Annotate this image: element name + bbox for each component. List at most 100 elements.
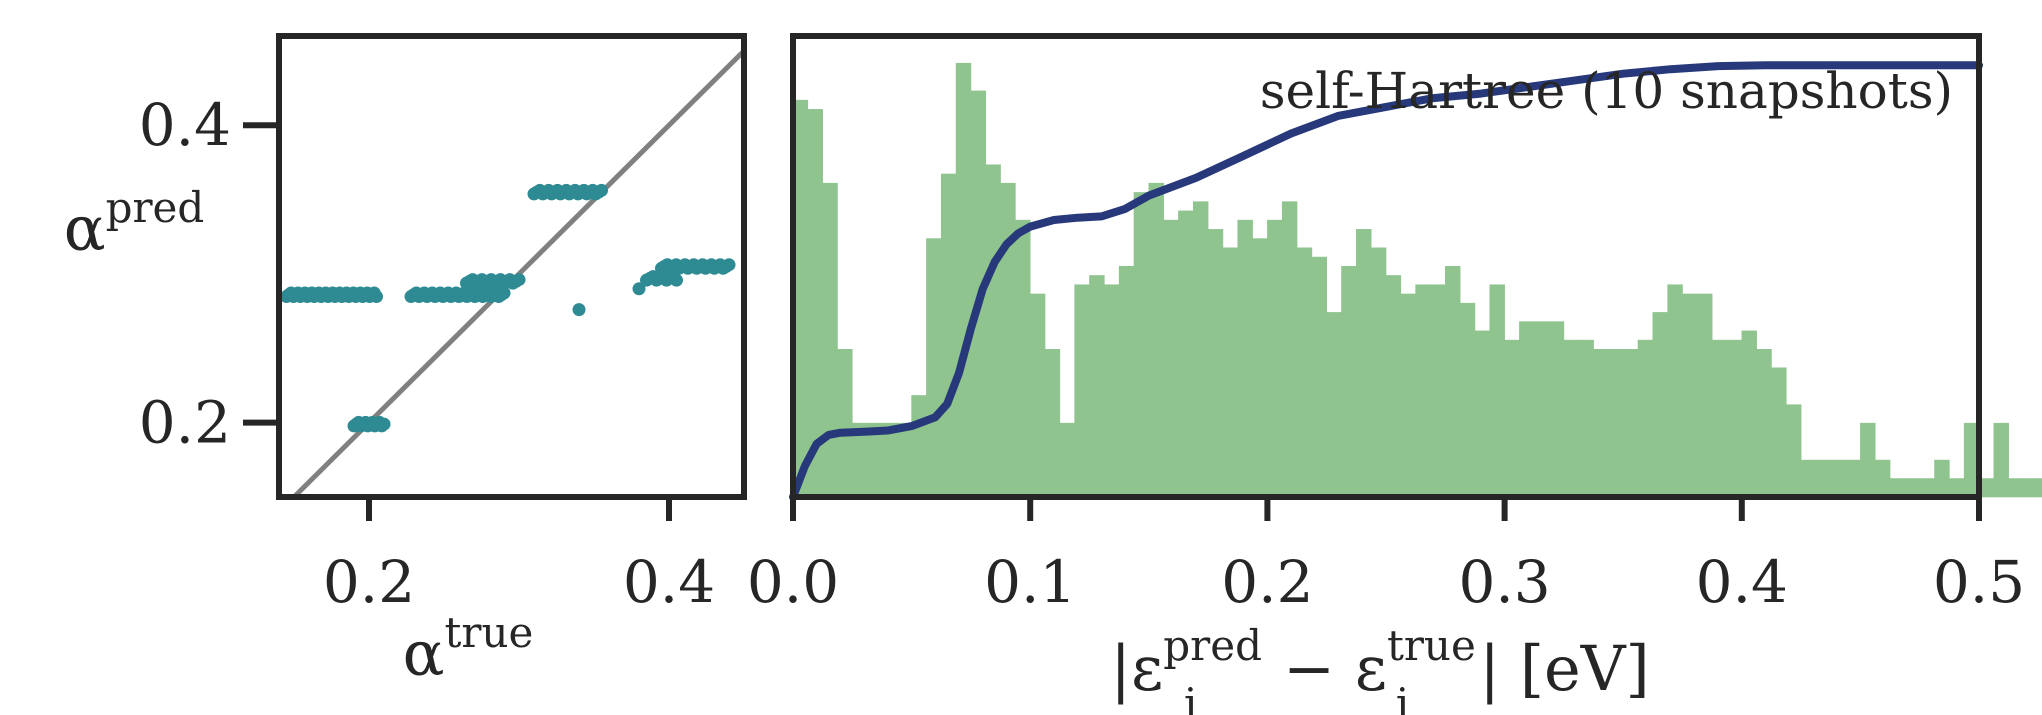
histogram-bar bbox=[1267, 219, 1283, 498]
scatter-frame bbox=[276, 33, 747, 500]
histogram-bar bbox=[911, 395, 927, 498]
histogram-bar bbox=[1237, 219, 1253, 498]
histogram-bar bbox=[1815, 459, 1832, 498]
scatter-y-tick-label: 0.2 bbox=[139, 389, 231, 457]
x-label-sup-2: true bbox=[1387, 621, 1476, 670]
histogram-axes-frame bbox=[790, 33, 1982, 500]
histogram-bar bbox=[1148, 182, 1164, 498]
scatter-point bbox=[595, 183, 608, 197]
scatter-points bbox=[280, 49, 746, 499]
x-label-lead: |ε bbox=[1110, 632, 1163, 705]
scatter-point bbox=[497, 286, 511, 300]
histogram-bar bbox=[955, 62, 972, 498]
histogram-bar bbox=[1074, 284, 1090, 498]
x-label-base: α bbox=[403, 617, 445, 690]
x-label-sub-1: i bbox=[1184, 679, 1197, 715]
histogram-bar bbox=[1385, 275, 1402, 498]
y-label-base: α bbox=[64, 192, 106, 265]
histogram-bar bbox=[1207, 229, 1224, 498]
histogram-bar bbox=[1341, 265, 1357, 498]
histogram-x-tick-label: 0.4 bbox=[1696, 548, 1788, 616]
histogram-bar bbox=[1756, 349, 1772, 498]
scatter-point bbox=[722, 258, 736, 272]
histogram-bar bbox=[1296, 247, 1313, 498]
histogram-bars bbox=[792, 62, 2042, 498]
histogram-bar bbox=[1593, 349, 1609, 498]
histogram-bar bbox=[1697, 293, 1713, 498]
scatter-point bbox=[572, 303, 586, 317]
histogram-bar bbox=[1000, 182, 1016, 498]
y-label-sup: pred bbox=[106, 183, 205, 232]
histogram-bar bbox=[1726, 339, 1743, 498]
histogram-bar bbox=[1400, 293, 1416, 498]
histogram-bar bbox=[1622, 349, 1639, 498]
histogram-bar bbox=[1934, 459, 1950, 498]
histogram-bar bbox=[1860, 422, 1876, 498]
histogram-bar bbox=[926, 238, 942, 498]
histogram-bar bbox=[1578, 339, 1594, 498]
scatter-x-tick-label: 0.2 bbox=[323, 548, 415, 616]
histogram-bar bbox=[1785, 404, 1802, 498]
histogram-bar bbox=[1608, 349, 1624, 498]
histogram-bar bbox=[1489, 284, 1505, 498]
scatter-point bbox=[512, 273, 526, 287]
histogram-bar bbox=[1415, 284, 1431, 498]
histogram-bar bbox=[940, 173, 957, 498]
histogram-bar bbox=[1326, 312, 1342, 498]
histogram-bar bbox=[1771, 367, 1787, 498]
histogram-bar bbox=[2008, 478, 2024, 498]
histogram-bar bbox=[822, 182, 838, 498]
x-label-sup-1: pred bbox=[1163, 621, 1262, 670]
histogram-bar bbox=[1741, 330, 1757, 498]
histogram-bar bbox=[1222, 247, 1239, 498]
histogram-bar bbox=[2038, 478, 2042, 498]
x-label-trail: | [eV] bbox=[1479, 632, 1649, 705]
histogram-bar bbox=[1044, 349, 1061, 498]
histogram-x-ticks: 0.0 0.1 0.2 0.3 0.4 0.5 bbox=[747, 497, 2025, 616]
histogram-bar bbox=[1133, 192, 1150, 498]
histogram-bar bbox=[837, 349, 853, 498]
histogram-bar bbox=[1711, 339, 1728, 498]
histogram-bar bbox=[1652, 312, 1668, 498]
histogram-bar bbox=[1089, 275, 1105, 498]
scatter-y-axis-label: αpred bbox=[64, 183, 205, 265]
histogram-panel: self-Hartree (10 snapshots) 0.0 0.1 0.2 0.3… bbox=[747, 33, 2042, 715]
histogram-bar bbox=[1118, 265, 1135, 498]
histogram-bar bbox=[1637, 339, 1654, 498]
scatter-x-ticks: 0.2 0.4 bbox=[323, 497, 715, 616]
histogram-bar bbox=[1474, 330, 1491, 498]
histogram-bar bbox=[1533, 321, 1550, 498]
scatter-point bbox=[632, 282, 646, 296]
cumulative-line-layer bbox=[789, 61, 1983, 501]
histogram-x-axis-label: |εpred i − εtrue i | [eV] bbox=[1110, 621, 1649, 715]
x-label-sup: true bbox=[445, 608, 534, 657]
histogram-bar bbox=[1830, 459, 1846, 498]
scatter-y-ticks: 0.2 0.4 bbox=[139, 91, 279, 457]
histogram-bar bbox=[1519, 321, 1535, 498]
x-label-mid: − ε bbox=[1263, 632, 1387, 705]
scatter-y-tick-label: 0.4 bbox=[139, 91, 231, 159]
histogram-bar bbox=[1874, 459, 1891, 498]
histogram-bar bbox=[1504, 339, 1520, 498]
histogram-bar bbox=[1667, 284, 1683, 498]
histogram-bar bbox=[1015, 219, 1031, 498]
histogram-x-tick-label: 0.5 bbox=[1933, 548, 2025, 616]
histogram-bar bbox=[1029, 293, 1046, 498]
histogram-bar bbox=[985, 164, 1001, 498]
scatter-point bbox=[377, 417, 391, 431]
histogram-bar bbox=[1370, 247, 1387, 498]
histogram-bar bbox=[1163, 219, 1179, 498]
histogram-bar bbox=[1059, 422, 1075, 498]
histogram-bar bbox=[1104, 284, 1120, 498]
histogram-bar bbox=[1252, 238, 1268, 498]
histogram-bar bbox=[1281, 201, 1298, 498]
scatter-axes-frame bbox=[276, 33, 747, 500]
scatter-point bbox=[670, 273, 683, 287]
histogram-bar bbox=[1356, 229, 1372, 498]
histogram-annotation: self-Hartree (10 snapshots) bbox=[1260, 62, 1953, 120]
histogram-x-tick-label: 0.1 bbox=[984, 548, 1076, 616]
histogram-bar bbox=[1845, 459, 1861, 498]
histogram-bar bbox=[1445, 265, 1461, 498]
histogram-x-tick-label: 0.2 bbox=[1221, 548, 1313, 616]
